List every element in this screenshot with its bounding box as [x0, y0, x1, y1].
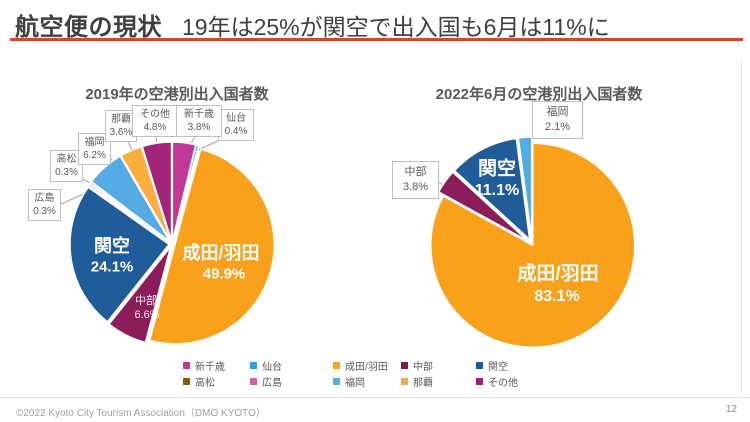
legend-label: 新千歳 [195, 361, 225, 373]
legend-swatch-icon [333, 377, 340, 385]
copyright-text: ©2022 Kyoto City Tourism Association（DMO… [16, 408, 266, 419]
legend-swatch-icon [183, 361, 190, 369]
callout-naha: 那覇 3.6% [105, 110, 137, 142]
legend-swatch-icon [250, 377, 257, 385]
legend-item-sonota: その他 [476, 374, 556, 389]
pie-slice-narita-haneda [430, 142, 636, 348]
legend-label: 那覇 [413, 377, 433, 389]
pie-2019 [69, 141, 275, 345]
callout-label: 福岡 [546, 106, 569, 118]
callout-value: 4.8% [143, 122, 167, 133]
legend-item-sendai: 仙台 [250, 358, 333, 373]
callout-shinchitose: 新千歳 3.8% [176, 105, 222, 137]
legend-item-chubu: 中部 [401, 358, 476, 373]
legend-item-shinchitose: 新千歳 [183, 358, 250, 373]
legend-label: 関空 [488, 361, 508, 373]
legend-label: 仙台 [262, 361, 282, 373]
page-number: 12 [725, 404, 737, 415]
page-title-rest: 19年は25%が関空で出入国も6月は11%に [182, 14, 610, 40]
page-title-lead: 航空便の現状 [15, 14, 162, 41]
legend-swatch-icon [183, 377, 190, 385]
legend-swatch-icon [476, 377, 483, 385]
slice-value-narita-haneda-2019: 49.9% [202, 265, 246, 283]
chart-legend: 新千歳 仙台 成田/羽田 中部 関空 高松 広島 福岡 [183, 357, 556, 389]
callout-label: その他 [140, 109, 170, 120]
chart-area-right-border [741, 62, 742, 394]
legend-swatch-icon [333, 361, 340, 369]
legend-label: その他 [488, 377, 518, 389]
callout-sendai: 仙台 0.4% [218, 109, 254, 141]
pie-slice-kansai [69, 186, 170, 323]
pie-slice-fukuoka [90, 155, 171, 243]
pie-slice-fukuoka [517, 136, 533, 240]
legend-label: 高松 [195, 377, 215, 389]
callout-hiroshima: 広島 0.3% [28, 189, 61, 221]
callout-value: 0.4% [224, 126, 248, 137]
callout-value: 3.8% [187, 122, 211, 133]
legend-label: 中部 [413, 361, 433, 373]
callout-value: 3.6% [109, 127, 133, 138]
callout-label: 福岡 [84, 137, 105, 148]
legend-label: 広島 [262, 377, 282, 389]
slice-value-kansai-2019: 24.1% [90, 258, 134, 276]
legend-item-hiroshima: 広島 [250, 374, 333, 389]
title-accent-divider [10, 38, 743, 41]
chart-title-2019: 2019年の空港別出入国者数 [85, 86, 269, 103]
callout-label: 中部 [404, 166, 427, 178]
slide-footer: ©2022 Kyoto City Tourism Association（DMO… [0, 397, 750, 422]
callout-takamatsu: 高松 0.3% [50, 150, 83, 182]
slice-label-narita-haneda-2019: 成田/羽田 [182, 243, 260, 263]
callout-fukuoka-2022: 福岡 2.1% [532, 101, 583, 139]
pie-2022 [430, 136, 636, 348]
pie-slice-chubu [108, 245, 172, 344]
pie-slice-naha [120, 145, 172, 242]
callout-value: 2.1% [544, 121, 571, 133]
slice-label-narita-haneda-2022: 成田/羽田 [517, 263, 599, 285]
callout-label: 高松 [56, 154, 77, 165]
legend-swatch-icon [401, 361, 408, 369]
slice-value-kansai-2022: 11.1% [474, 182, 520, 199]
pie-slice-narita-haneda [148, 148, 275, 345]
callout-value: 0.3% [33, 206, 56, 217]
slide-header: 航空便の現状 19年は25%が関空で出入国も6月は11%に [15, 7, 610, 42]
legend-swatch-icon [250, 361, 257, 369]
legend-item-takamatsu: 高松 [183, 374, 250, 389]
chart-title-2022: 2022年6月の空港別出入国者数 [435, 86, 643, 103]
callout-label: 仙台 [226, 113, 246, 124]
callout-label: 広島 [34, 193, 55, 204]
legend-item-fukuoka: 福岡 [333, 374, 401, 389]
legend-label: 成田/羽田 [345, 361, 388, 373]
legend-item-narita-haneda: 成田/羽田 [333, 358, 401, 373]
legend-item-kansai: 関空 [476, 358, 556, 373]
legend-label: 福岡 [345, 377, 365, 389]
callout-chubu-2022: 中部 3.8% [392, 161, 439, 199]
pie-slice-kansai [453, 137, 531, 241]
callout-label: 那覇 [111, 114, 131, 125]
callout-label: 新千歳 [184, 109, 214, 120]
legend-swatch-icon [476, 361, 483, 369]
slice-value-narita-haneda-2022: 83.1% [534, 288, 580, 305]
callout-sonota: その他 4.8% [132, 105, 178, 137]
slice-label-kansai-2019: 関空 [94, 236, 130, 256]
slice-label-kansai-2022: 関空 [477, 158, 517, 180]
callout-value: 0.3% [55, 167, 78, 178]
slice-value-chubu-2019: 6.6% [134, 309, 160, 321]
pie-slice-sonota [141, 141, 173, 242]
slice-label-chubu-2019: 中部 [135, 295, 157, 307]
pie-slice-sendai [172, 144, 200, 242]
legend-item-naha: 那覇 [401, 374, 476, 389]
callout-value: 6.2% [83, 150, 106, 161]
legend-swatch-icon [401, 377, 408, 385]
callout-value: 3.8% [402, 181, 429, 193]
